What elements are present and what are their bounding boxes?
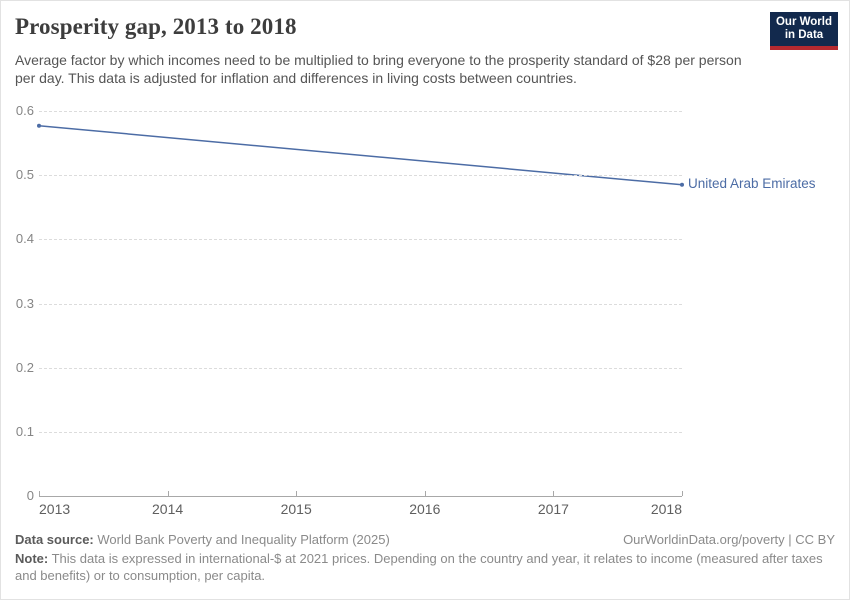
x-axis-tick-label: 2017 bbox=[537, 501, 569, 517]
x-axis-tick bbox=[682, 491, 683, 496]
x-axis-tick bbox=[167, 491, 169, 496]
y-axis-tick-label: 0.3 bbox=[15, 295, 34, 311]
data-source-label: Data source: bbox=[15, 532, 94, 547]
y-gridline bbox=[39, 431, 682, 433]
x-axis-tick-label: 2014 bbox=[152, 501, 184, 517]
x-axis-tick bbox=[39, 491, 40, 496]
x-axis-line bbox=[39, 496, 682, 497]
y-gridline bbox=[39, 239, 682, 241]
page-title: Prosperity gap, 2013 to 2018 bbox=[15, 14, 297, 39]
y-axis-tick-label: 0 bbox=[26, 488, 34, 503]
footer-note: Note: This data is expressed in internat… bbox=[15, 550, 830, 584]
x-axis-tick bbox=[424, 491, 426, 496]
x-axis-tick-label: 2013 bbox=[39, 501, 71, 517]
x-axis-tick-label: 2016 bbox=[409, 501, 441, 517]
y-axis-tick-label: 0.4 bbox=[15, 231, 34, 247]
owid-logo[interactable]: Our World in Data bbox=[770, 12, 838, 50]
owid-logo-line2: in Data bbox=[784, 29, 824, 41]
series-label-united-arab-emirates[interactable]: United Arab Emirates bbox=[688, 176, 816, 192]
data-source-value: World Bank Poverty and Inequality Platfo… bbox=[97, 532, 390, 547]
note-value: This data is expressed in international-… bbox=[15, 551, 823, 583]
y-gridline bbox=[39, 367, 682, 369]
y-gridline bbox=[39, 175, 682, 177]
x-axis-tick-label: 2015 bbox=[280, 501, 312, 517]
y-axis-tick-label: 0.1 bbox=[15, 423, 34, 439]
y-gridline bbox=[39, 111, 682, 112]
line-start-marker bbox=[37, 123, 41, 128]
license-link[interactable]: OurWorldinData.org/poverty | CC BY bbox=[623, 532, 835, 547]
y-gridline bbox=[39, 303, 682, 305]
x-axis-tick-label: 2018 bbox=[650, 501, 682, 517]
owid-logo-line1: Our World bbox=[775, 16, 832, 28]
footer-source-row: Data source: World Bank Poverty and Ineq… bbox=[15, 532, 835, 547]
x-axis-tick bbox=[296, 491, 298, 496]
y-axis-tick-label: 0.5 bbox=[15, 167, 34, 183]
data-source-text: Data source: World Bank Poverty and Ineq… bbox=[15, 532, 390, 547]
y-axis-tick-label: 0.6 bbox=[15, 103, 34, 118]
x-axis-tick bbox=[553, 491, 555, 496]
chart-subtitle: Average factor by which incomes need to … bbox=[15, 52, 742, 86]
note-label: Note: bbox=[15, 551, 49, 566]
y-axis-tick-label: 0.2 bbox=[15, 359, 34, 375]
line-end-marker bbox=[680, 182, 684, 187]
